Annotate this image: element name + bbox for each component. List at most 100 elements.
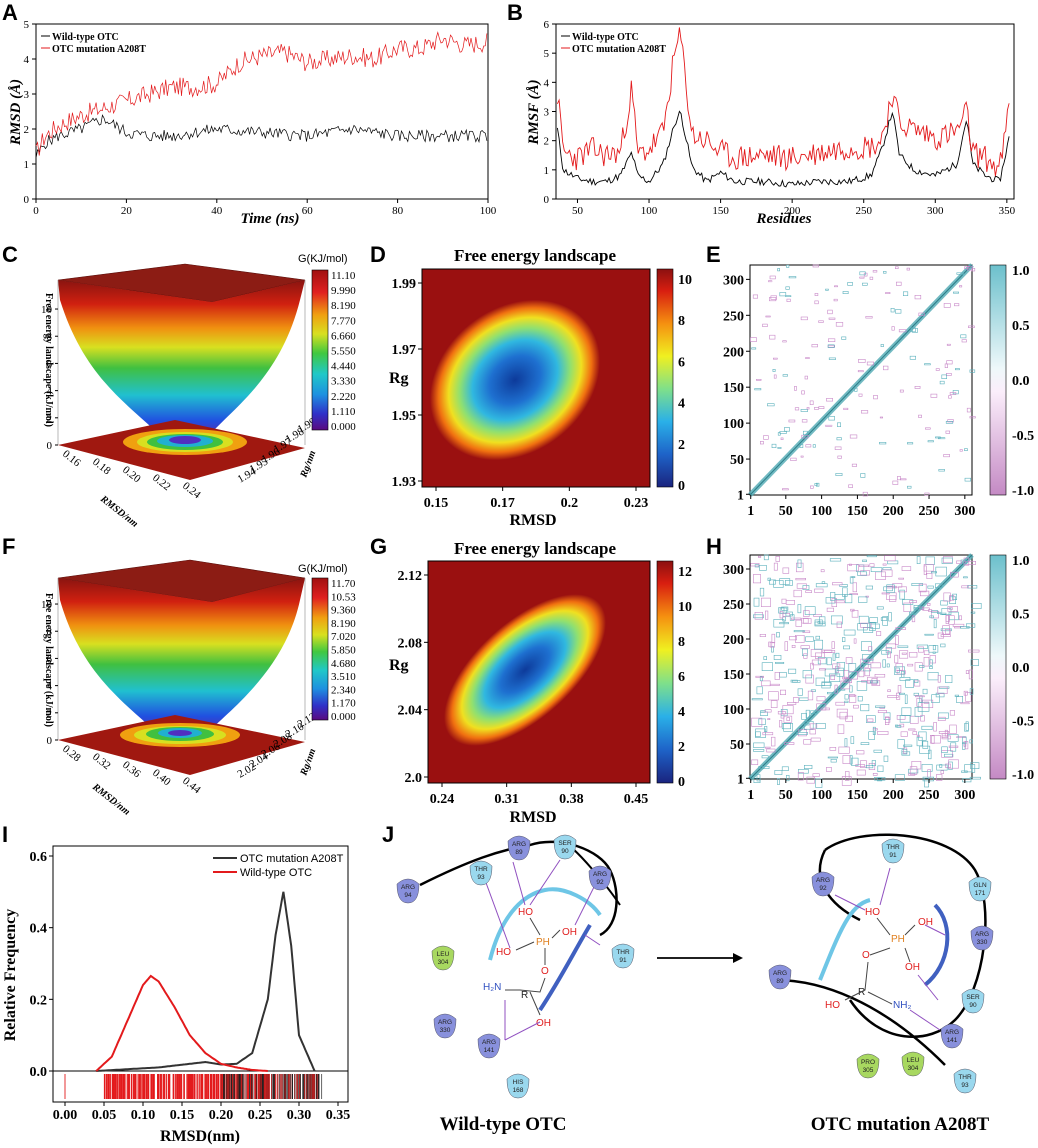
- i-xtick-label: 0.35: [326, 1108, 351, 1123]
- h-contour: [791, 644, 796, 648]
- h-contour: [908, 728, 916, 731]
- e-contour: [935, 436, 941, 439]
- h-contour: [817, 621, 821, 624]
- panel-g-yticks: 2.12 2.08 2.04 2.0: [398, 569, 428, 786]
- h-cbar-tick: 0.5: [1012, 608, 1030, 623]
- e-contour: [800, 316, 808, 321]
- h-contour: [928, 645, 939, 653]
- residue-name: SER: [558, 840, 572, 847]
- h-contour: [929, 615, 934, 619]
- h-contour: [924, 777, 929, 788]
- h-contour: [968, 669, 973, 680]
- h-contour: [806, 776, 815, 784]
- h-contour: [820, 569, 825, 573]
- g-cbar-tick: 12: [678, 565, 692, 580]
- h-contour: [782, 567, 790, 574]
- h-contour: [870, 662, 881, 669]
- residue-badge: [811, 871, 835, 897]
- e-contour: [938, 469, 945, 472]
- h-contour: [770, 700, 778, 708]
- h-contour: [956, 695, 963, 703]
- b-xtick-label: 150: [712, 205, 729, 217]
- h-xtick-label: 200: [883, 788, 904, 803]
- d-xtick-label: 0.2: [561, 496, 579, 511]
- h-contour: [943, 592, 951, 602]
- h-contour: [866, 555, 877, 558]
- e-contour: [752, 294, 759, 299]
- e-contour: [801, 434, 809, 439]
- j-right-ho-1: HO: [865, 907, 880, 918]
- h-contour: [768, 691, 779, 701]
- e-contour: [835, 322, 844, 327]
- e-contour: [907, 485, 912, 489]
- h-contour: [797, 688, 803, 696]
- panel-g-colorbar-ticks: 12 10 8 6 4 2 0: [678, 565, 692, 790]
- h-contour: [775, 661, 785, 664]
- h-contour: [901, 566, 912, 571]
- e-contour: [961, 339, 967, 343]
- residue-number: 89: [515, 849, 523, 856]
- h-contour: [843, 669, 850, 679]
- c-cbar-tick: 4.440: [331, 361, 356, 373]
- a-ytick-label: 5: [24, 19, 30, 31]
- h-contour: [909, 651, 918, 658]
- h-contour: [849, 576, 854, 584]
- h-contour: [760, 597, 771, 607]
- h-xtick-label: 150: [847, 788, 868, 803]
- h-contour: [892, 583, 903, 588]
- j-left-r: R: [521, 990, 528, 1001]
- i-xtick-label: 0.05: [92, 1108, 117, 1123]
- h-contour: [763, 554, 769, 561]
- residue-name: THR: [474, 866, 488, 873]
- h-contour: [940, 628, 952, 632]
- e-contour: [827, 344, 835, 348]
- c-cbar-tick: 2.220: [331, 391, 356, 403]
- h-contour: [903, 744, 913, 747]
- residue-badge: [856, 1053, 880, 1079]
- h-contour: [874, 673, 886, 678]
- e-contour: [964, 477, 971, 482]
- h-contour: [832, 653, 836, 661]
- e-contour: [899, 478, 907, 481]
- f-cbar-tick: 8.190: [331, 618, 356, 630]
- h-contour: [911, 760, 922, 770]
- e-contour: [969, 369, 976, 373]
- h-contour: [965, 741, 969, 750]
- h-contour: [760, 711, 768, 717]
- h-contour: [881, 592, 890, 595]
- h-contour: [939, 764, 943, 768]
- h-ytick-label: 250: [723, 598, 744, 613]
- panel-e-correlation-map: [748, 263, 976, 497]
- h-contour: [899, 589, 905, 600]
- panel-i-rug: [64, 1074, 323, 1099]
- e-contour: [804, 375, 808, 380]
- e-contour: [879, 416, 884, 419]
- c-cbar-tick: 0.000: [331, 421, 356, 433]
- f-cbar-tick: 11.70: [331, 578, 356, 590]
- e-contour: [834, 446, 842, 450]
- residue-number: 91: [619, 957, 627, 964]
- f-ztick-label: 8: [47, 626, 53, 638]
- h-contour: [779, 611, 784, 619]
- e-contour: [801, 419, 808, 423]
- h-contour: [858, 670, 865, 678]
- h-contour: [836, 621, 842, 628]
- h-contour: [941, 750, 953, 758]
- panel-j: J HO OH PH HO O H₂N R OH ARG89SER90THR93…: [382, 822, 994, 1135]
- h-contour: [815, 723, 826, 729]
- a-ytick-label: 4: [24, 54, 30, 66]
- e-contour: [763, 435, 769, 440]
- h-contour: [922, 688, 928, 695]
- j-caption-right: OTC mutation A208T: [811, 1114, 990, 1135]
- residue-badge: [433, 1013, 457, 1039]
- h-contour: [948, 607, 953, 610]
- h-contour: [771, 736, 776, 747]
- residue-badge: [506, 1073, 530, 1099]
- e-contour: [862, 282, 868, 286]
- h-contour: [763, 656, 767, 660]
